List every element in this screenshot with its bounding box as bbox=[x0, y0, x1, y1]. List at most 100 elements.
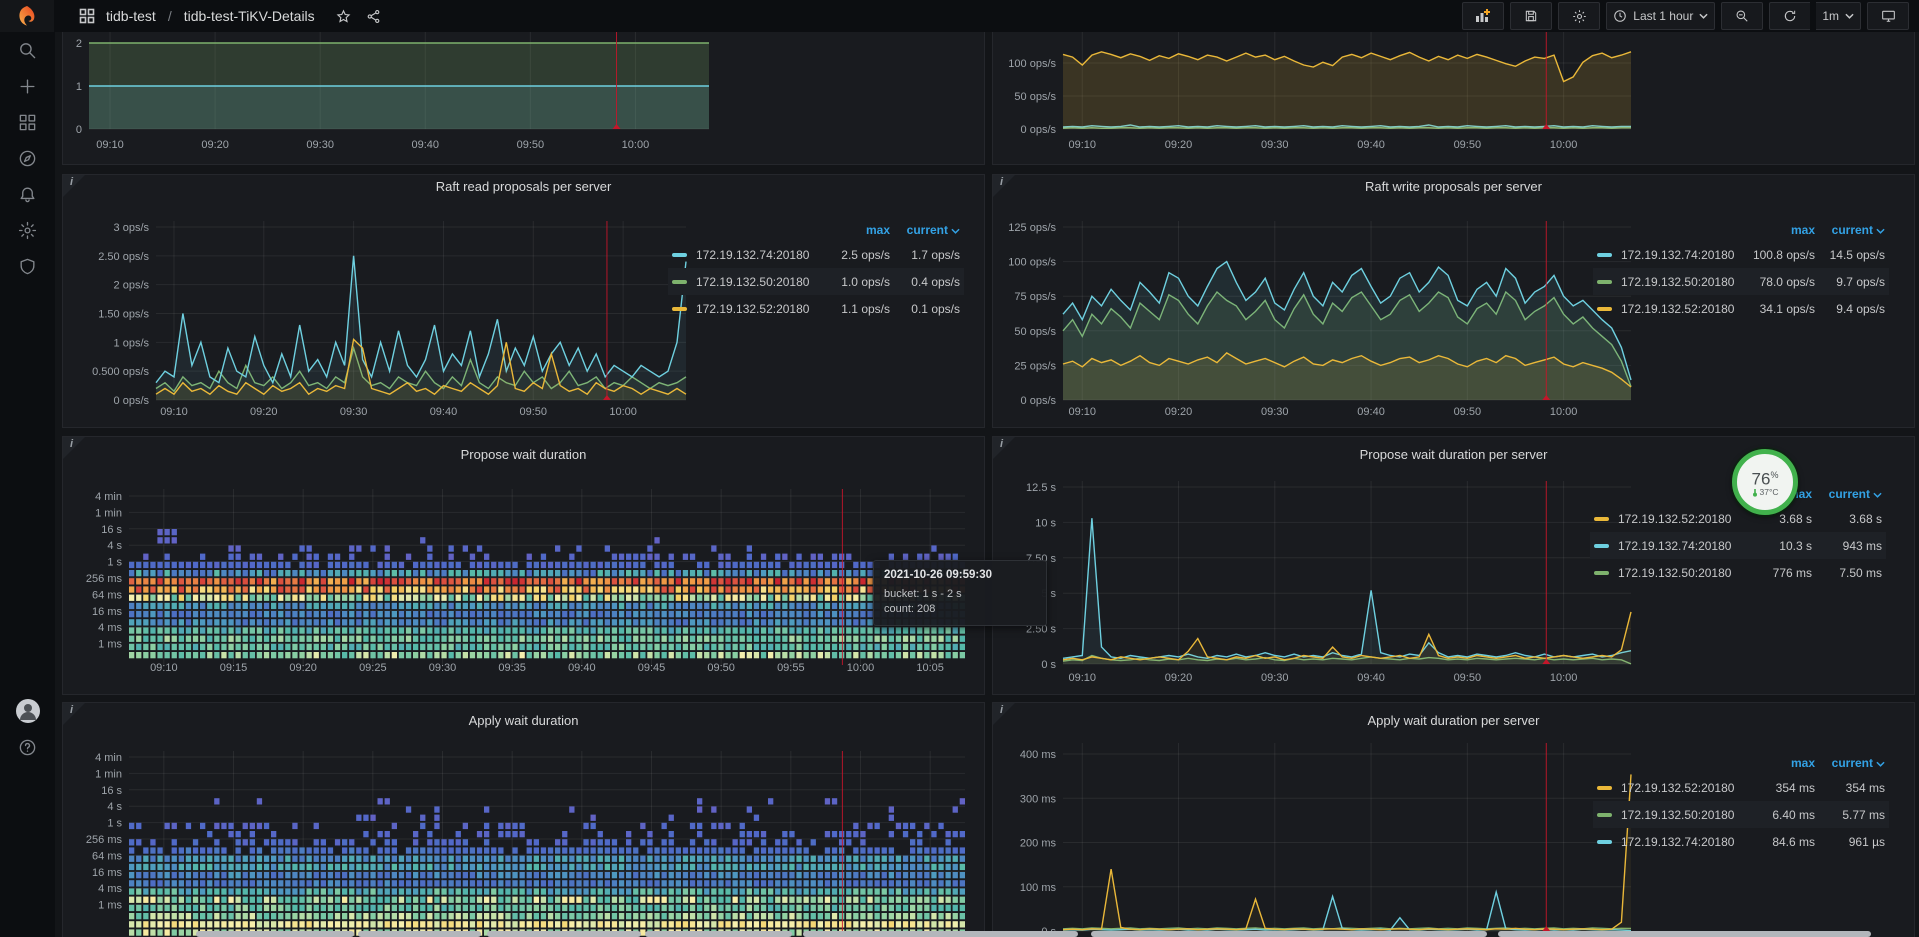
heatmap-cell bbox=[825, 921, 830, 927]
legend-series-dash[interactable] bbox=[672, 280, 687, 284]
heatmap-cell bbox=[470, 872, 475, 878]
legend-sort-current[interactable]: current bbox=[1812, 487, 1882, 501]
legend-current-value: 7.50 ms bbox=[1812, 566, 1882, 580]
heatmap-cell bbox=[143, 905, 148, 911]
legend-series-name[interactable]: 172.19.132.50:20180 bbox=[1621, 275, 1739, 289]
legend-series-name[interactable]: 172.19.132.52:20180 bbox=[1621, 302, 1739, 316]
heatmap-cell bbox=[761, 905, 766, 911]
legend-series-dash[interactable] bbox=[672, 253, 687, 257]
save-dashboard-button[interactable] bbox=[1510, 2, 1552, 30]
legend-series-name[interactable]: 172.19.132.74:20180 bbox=[696, 248, 814, 262]
heatmap-cell bbox=[157, 529, 162, 535]
dashboard-settings-button[interactable] bbox=[1558, 2, 1600, 30]
legend-sort-max[interactable]: max bbox=[814, 223, 890, 237]
heatmap-cell bbox=[704, 611, 709, 617]
heatmap-cell bbox=[449, 619, 454, 625]
sidebar-item-dashboards[interactable] bbox=[0, 104, 55, 140]
heatmap-cell bbox=[669, 652, 674, 658]
sidebar-item-user-avatar[interactable] bbox=[0, 693, 55, 729]
panel-apply-wait-duration: iApply wait duration4 min1 min16 s4 s1 s… bbox=[62, 702, 985, 937]
heatmap-cell bbox=[569, 636, 574, 642]
cycle-view-mode-button[interactable] bbox=[1867, 2, 1909, 30]
grafana-logo[interactable] bbox=[0, 0, 54, 32]
sidebar-item-search[interactable] bbox=[0, 32, 55, 68]
chart-canvas[interactable]: 21009:1009:2009:3009:4009:5010:00 bbox=[63, 32, 986, 166]
legend-sort-current[interactable]: current bbox=[1815, 756, 1885, 770]
legend-series-dash[interactable] bbox=[1597, 786, 1612, 790]
heatmap-cell bbox=[477, 897, 482, 903]
chart-canvas[interactable]: 4 min1 min16 s4 s1 s256 ms64 ms16 ms4 ms… bbox=[63, 703, 986, 937]
temperature-gauge-overlay[interactable]: 76% 37°C bbox=[1732, 449, 1798, 515]
legend-series-name[interactable]: 172.19.132.74:20180 bbox=[1621, 835, 1739, 849]
heatmap-cell bbox=[619, 880, 624, 886]
refresh-button[interactable] bbox=[1769, 2, 1810, 30]
heatmap-cell bbox=[307, 554, 312, 560]
heatmap-cell bbox=[314, 611, 319, 617]
heatmap-cell bbox=[910, 856, 915, 862]
heatmap-cell bbox=[193, 562, 198, 568]
heatmap-cell bbox=[747, 562, 752, 568]
legend-series-dash[interactable] bbox=[672, 307, 687, 311]
heatmap-cell bbox=[165, 652, 170, 658]
heatmap-cell bbox=[612, 636, 617, 642]
breadcrumb-dashboard-title[interactable]: tidb-test-TiKV-Details bbox=[184, 8, 315, 24]
legend-sort-max[interactable]: max bbox=[1739, 223, 1815, 237]
legend-series-dash[interactable] bbox=[1594, 517, 1609, 521]
refresh-interval-picker[interactable]: 1m bbox=[1816, 2, 1861, 30]
legend-series-name[interactable]: 172.19.132.50:20180 bbox=[1621, 808, 1739, 822]
heatmap-cell bbox=[477, 905, 482, 911]
legend-series-name[interactable]: 172.19.132.74:20180 bbox=[1621, 248, 1739, 262]
heatmap-cell bbox=[491, 611, 496, 617]
legend-sort-current[interactable]: current bbox=[1815, 223, 1885, 237]
heatmap-cell bbox=[356, 872, 361, 878]
heatmap-cell bbox=[129, 562, 134, 568]
legend-series-name[interactable]: 172.19.132.52:20180 bbox=[1618, 512, 1736, 526]
chart-canvas[interactable]: 100 ops/s50 ops/s0 ops/s09:1009:2009:300… bbox=[993, 32, 1916, 166]
legend-sort-max[interactable]: max bbox=[1739, 756, 1815, 770]
heatmap-cell bbox=[328, 570, 333, 576]
legend-series-dash[interactable] bbox=[1597, 840, 1612, 844]
heatmap-cell bbox=[598, 570, 603, 576]
heatmap-cell bbox=[243, 586, 248, 592]
heatmap-cell bbox=[165, 611, 170, 617]
heatmap-cell bbox=[214, 921, 219, 927]
heatmap-cell bbox=[157, 537, 162, 543]
heatmap-cell bbox=[576, 586, 581, 592]
add-panel-button[interactable] bbox=[1462, 2, 1504, 30]
sidebar-item-create[interactable] bbox=[0, 68, 55, 104]
sidebar-item-help[interactable] bbox=[0, 729, 55, 765]
legend-series-name[interactable]: 172.19.132.52:20180 bbox=[1621, 781, 1739, 795]
heatmap-cell bbox=[747, 570, 752, 576]
legend-series-name[interactable]: 172.19.132.52:20180 bbox=[696, 302, 814, 316]
zoom-out-button[interactable] bbox=[1721, 2, 1763, 30]
sidebar-item-alerting[interactable] bbox=[0, 176, 55, 212]
heatmap-cell bbox=[598, 897, 603, 903]
legend-series-dash[interactable] bbox=[1597, 280, 1612, 284]
share-icon[interactable] bbox=[363, 5, 385, 27]
legend-series-name[interactable]: 172.19.132.74:20180 bbox=[1618, 539, 1736, 553]
sidebar-item-server-admin[interactable] bbox=[0, 248, 55, 284]
legend-sort-current[interactable]: current bbox=[890, 223, 960, 237]
breadcrumb-folder[interactable]: tidb-test bbox=[106, 8, 156, 24]
legend-series-name[interactable]: 172.19.132.50:20180 bbox=[696, 275, 814, 289]
heatmap-cell bbox=[562, 636, 567, 642]
chart-canvas[interactable]: 4 min1 min16 s4 s1 s256 ms64 ms16 ms4 ms… bbox=[63, 437, 986, 696]
heatmap-cell bbox=[938, 636, 943, 642]
heatmap-cell bbox=[903, 913, 908, 919]
heatmap-cell bbox=[718, 554, 723, 560]
heatmap-cell bbox=[867, 880, 872, 886]
legend-series-dash[interactable] bbox=[1597, 813, 1612, 817]
legend-series-dash[interactable] bbox=[1594, 571, 1609, 575]
sidebar-item-explore[interactable] bbox=[0, 140, 55, 176]
legend-series-name[interactable]: 172.19.132.50:20180 bbox=[1618, 566, 1736, 580]
legend-series-dash[interactable] bbox=[1597, 253, 1612, 257]
heatmap-cell bbox=[186, 619, 191, 625]
sidebar-item-configuration[interactable] bbox=[0, 212, 55, 248]
star-icon[interactable] bbox=[333, 5, 355, 27]
legend-series-dash[interactable] bbox=[1597, 307, 1612, 311]
heatmap-cell bbox=[228, 652, 233, 658]
legend-series-dash[interactable] bbox=[1594, 544, 1609, 548]
heatmap-cell bbox=[299, 627, 304, 633]
time-range-picker[interactable]: Last 1 hour bbox=[1606, 2, 1715, 30]
heatmap-cell bbox=[463, 636, 468, 642]
